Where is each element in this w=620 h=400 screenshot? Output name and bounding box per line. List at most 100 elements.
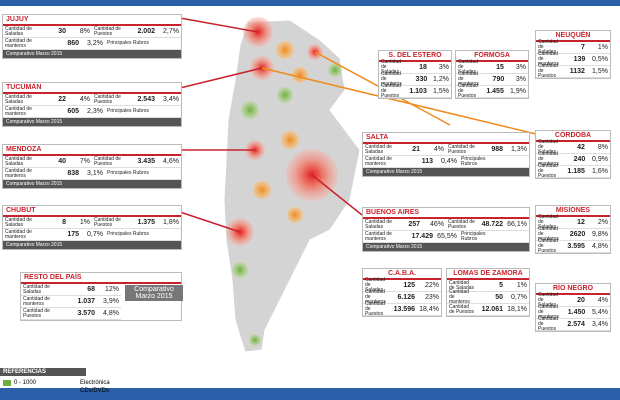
row-label: Cantidad de Puestos (449, 303, 475, 315)
value: 113 (421, 158, 433, 165)
row-label: Cantidad de manteros (381, 71, 402, 87)
row-label: Cantidad de Saladas (365, 277, 386, 293)
connector-lines (179, 17, 541, 233)
value: 12 (577, 219, 585, 226)
stat-row: Cantidad de Saladas 42 8% (536, 140, 610, 155)
range-label: 0 - 1000 (14, 380, 37, 386)
region-title: RÍO NEGRO (536, 284, 610, 295)
percent: 2,7% (163, 28, 179, 35)
region-panel: RÍO NEGRO Cantidad de Saladas 20 4% Cantidad… (535, 283, 611, 332)
percent: 0,9% (592, 156, 608, 163)
value: 1.185 (567, 168, 585, 175)
value: 21 (412, 146, 420, 153)
stat-row: Cantidad de manteros 6.126 23% (363, 289, 441, 305)
row-label: Cantidad de manteros (5, 105, 32, 117)
value: 125 (403, 282, 415, 289)
value: 3.595 (567, 243, 585, 250)
percent: 0,7% (87, 231, 103, 238)
row-label: Cantidad de Saladas (5, 93, 32, 105)
stat-row: Cantidad de Saladas 30 8% Cantidad de Puest… (3, 26, 181, 38)
percent: 3% (515, 64, 526, 71)
row-label: Cantidad de Puestos (458, 83, 479, 99)
value: 240 (573, 156, 586, 163)
stat-row: Cantidad de manteros 605 2,3% Principales R… (3, 106, 181, 118)
region-panel: MISIONES Cantidad de Saladas 12 2% Cantidad … (535, 205, 611, 254)
value: 18 (419, 64, 427, 71)
percent: 1,5% (592, 68, 608, 75)
region-panel: FORMOSA Cantidad de Saladas 15 3% Cantidad d… (455, 50, 529, 99)
stat-row: Cantidad de Puestos 13.596 18,4% (363, 302, 441, 317)
value: 15 (496, 64, 504, 71)
percent: 8% (597, 144, 608, 151)
value: 1.375 (137, 219, 155, 226)
value: 40 (58, 158, 66, 165)
value: 838 (67, 170, 79, 177)
region-panel: JUJUY Cantidad de Saladas 30 8% Cantidad de … (2, 14, 182, 59)
footer: Comparativo Marzo 2015 (3, 180, 181, 188)
region-title: NEUQUÉN (536, 31, 610, 42)
stat-row: Cantidad de Saladas 5 1% (447, 280, 529, 292)
stat-row: Cantidad de Puestos 2.574 3,4% (536, 317, 610, 332)
row-label: Cantidad de Puestos (94, 155, 121, 167)
value: 22 (58, 96, 66, 103)
value: 12.061 (481, 306, 503, 313)
value: 3.570 (77, 310, 95, 317)
percent: 0,7% (511, 294, 527, 301)
stat-row: Cantidad de Puestos 3.595 4,8% (536, 239, 610, 254)
stat-row: Cantidad de manteros 175 0,7% Principales R… (3, 229, 181, 241)
percent: 1,8% (163, 219, 179, 226)
row-label: Cantidad de Puestos (538, 63, 559, 79)
row-label: Cantidad de Puestos (23, 307, 50, 319)
row-label: Cantidad de Puestos (381, 83, 402, 99)
row-label: Cantidad de manteros (365, 289, 386, 305)
stat-row: Cantidad de manteros 2620 9,8% (536, 227, 610, 242)
percent: 65,5% (437, 233, 457, 240)
region-title: C.A.B.A. (363, 269, 441, 280)
stat-row: Cantidad de manteros 1.037 3,9% (21, 296, 121, 308)
footer: Comparativo Marzo 2015 (363, 243, 529, 251)
stat-row: Cantidad de manteros 838 3,1% Principales R… (3, 168, 181, 180)
value: 860 (67, 40, 79, 47)
row-label: Principales Rubros (107, 40, 149, 46)
value: 6.126 (397, 294, 415, 301)
row-label: Cantidad de Saladas (23, 283, 50, 295)
value: 50 (495, 294, 503, 301)
stat-row: Cantidad de manteros 1.450 5,4% (536, 305, 610, 320)
percent: 2,3% (87, 108, 103, 115)
stat-row: Cantidad de Saladas 8 1% Cantidad de Puesto… (3, 217, 181, 229)
row-label: Cantidad de manteros (365, 155, 392, 167)
stat-row: Cantidad de manteros 113 0,4% Principales R… (363, 156, 529, 168)
value: 8 (62, 219, 66, 226)
value: 605 (67, 108, 79, 115)
percent: 3,9% (103, 298, 119, 305)
percent: 0,5% (592, 56, 608, 63)
stat-row: Cantidad de Puestos 1132 1,5% (536, 63, 610, 79)
row-label: Cantidad de Saladas (538, 214, 559, 230)
stat-row: Cantidad de manteros 860 3,2% Principales R… (3, 38, 181, 50)
region-title: MENDOZA (3, 145, 181, 156)
percent: 1,6% (592, 168, 608, 175)
region-panel: MENDOZA Cantidad de Saladas 40 7% Cantidad d… (2, 144, 182, 189)
region-panel: LOMAS DE ZAMORA Cantidad de Saladas 5 1% Can… (446, 268, 530, 317)
value: 175 (67, 231, 79, 238)
stat-row: Cantidad de Saladas 40 7% Cantidad de Puest… (3, 156, 181, 168)
value: 1.103 (409, 88, 427, 95)
row-label: Cantidad de Saladas (538, 292, 559, 308)
value: 1.450 (567, 309, 586, 316)
value: 5 (499, 282, 503, 289)
row-label: Cantidad de Puestos (448, 143, 475, 155)
value: 988 (491, 146, 503, 153)
percent: 9,8% (592, 231, 608, 238)
value: 42 (577, 144, 585, 151)
region-title: CHUBUT (3, 206, 181, 217)
row-label: Cantidad de Saladas (365, 143, 392, 155)
references-title: REFERENCIAS (0, 368, 86, 376)
percent: 1,2% (433, 76, 449, 83)
region-title: TUCUMÁN (3, 83, 181, 94)
row-label: Cantidad de Saladas (5, 25, 32, 37)
value: 257 (408, 221, 420, 228)
value: 2620 (569, 231, 586, 238)
region-title: SALTA (363, 133, 529, 144)
value: 7 (581, 44, 585, 51)
stat-row: Cantidad de Saladas 20 4% (536, 292, 610, 308)
